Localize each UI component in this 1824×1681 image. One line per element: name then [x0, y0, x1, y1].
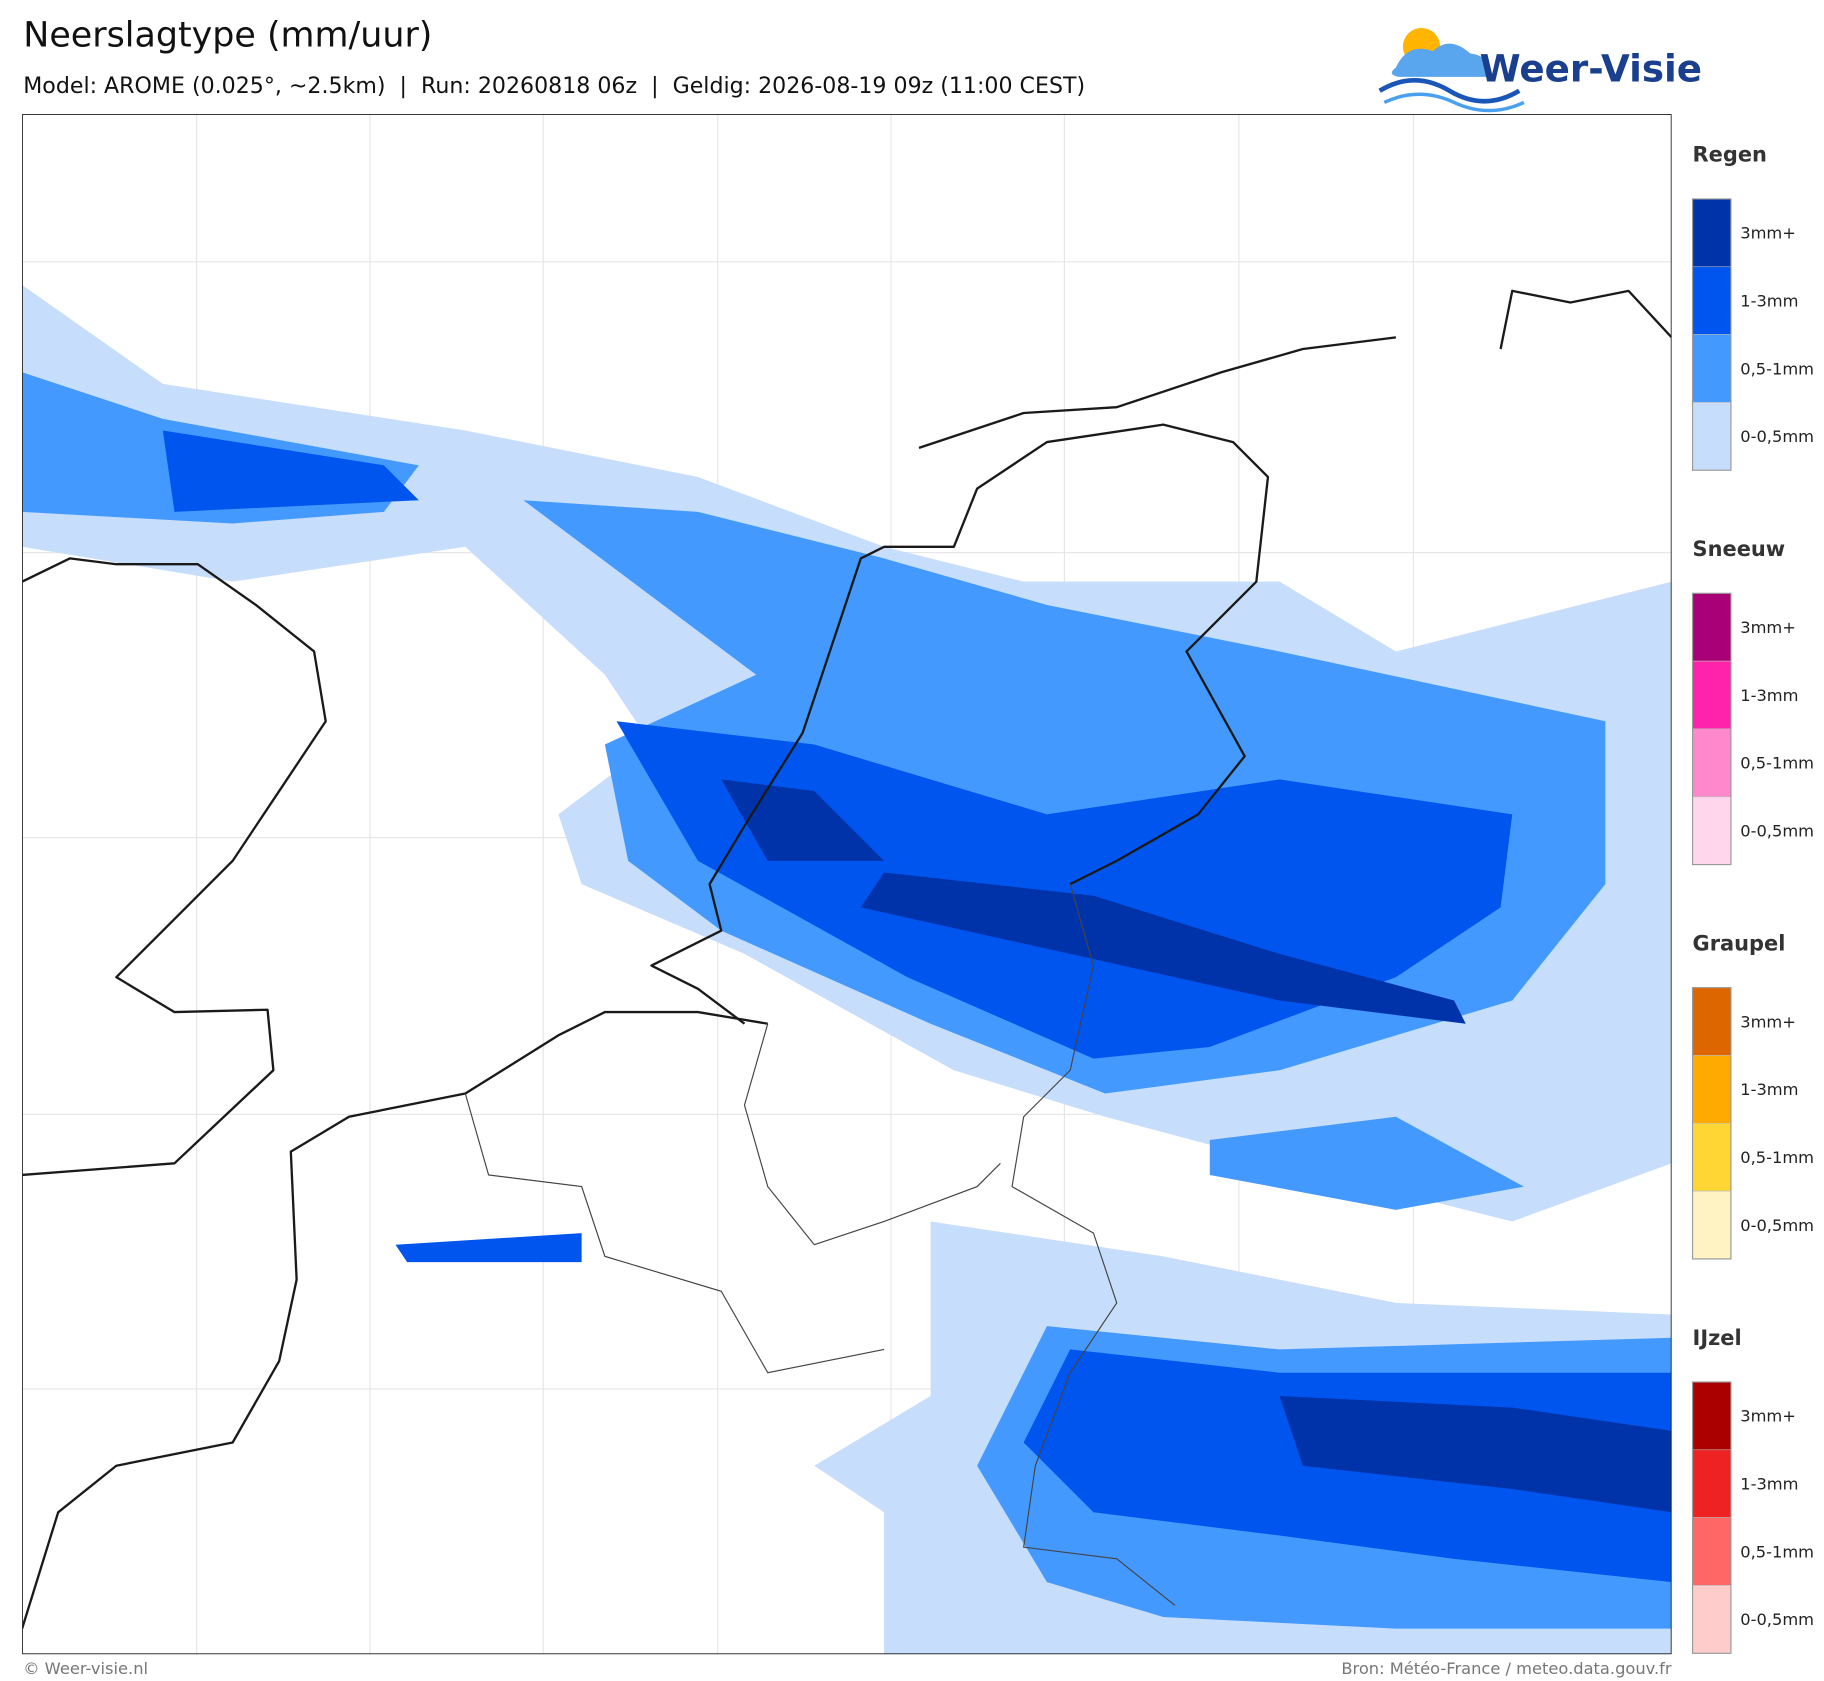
legend-frame	[1691, 987, 1732, 1260]
legend-label: 0-0,5mm	[1740, 1610, 1814, 1629]
legend-label: 1-3mm	[1740, 1080, 1798, 1099]
legend-label: 0,5-1mm	[1740, 754, 1814, 773]
legend-label: 0,5-1mm	[1740, 1148, 1814, 1167]
legend-label: 0-0,5mm	[1740, 821, 1814, 840]
legend-swatch	[1692, 1517, 1732, 1586]
legend-swatch	[1692, 198, 1732, 268]
legend-swatch	[1692, 1190, 1732, 1260]
legend-title: Regen	[1693, 143, 1767, 167]
legend-label: 3mm+	[1740, 618, 1796, 637]
logo-text: Weer-Visie	[1480, 46, 1702, 90]
legend-swatch	[1692, 334, 1732, 403]
legend-swatch	[1692, 660, 1732, 730]
logo: Weer-Visie	[1378, 27, 1702, 113]
footer-right: Bron: Météo-France / meteo.data.gouv.fr	[1341, 1659, 1672, 1678]
legend-label: 1-3mm	[1740, 292, 1798, 311]
subtitle: Model: AROME (0.025°, ~2.5km) | Run: 202…	[23, 73, 1085, 99]
map	[22, 114, 1672, 1655]
legend-swatch	[1692, 1449, 1732, 1518]
legend-swatch	[1692, 1055, 1732, 1124]
legend-swatch	[1692, 266, 1732, 335]
legend-label: 0,5-1mm	[1740, 359, 1814, 378]
coastlines	[22, 289, 1672, 1629]
legend-swatch	[1692, 1585, 1732, 1654]
legend-frame	[1691, 198, 1732, 471]
legend-label: 1-3mm	[1740, 1475, 1798, 1494]
legend-label: 3mm+	[1740, 1407, 1796, 1426]
legend-title: IJzel	[1693, 1326, 1742, 1350]
legend-swatch	[1692, 1122, 1732, 1192]
legend-frame	[1691, 592, 1732, 866]
legend: Regen 3mm+ 1-3mm 0,5-1mm 0-0,5mm Sneeuw 3mm+ 1-…	[1691, 143, 1814, 1654]
legend-label: 1-3mm	[1740, 686, 1798, 705]
legend-label: 0-0,5mm	[1740, 1216, 1814, 1235]
legend-swatch	[1692, 987, 1732, 1056]
legend-label: 3mm+	[1740, 1012, 1796, 1031]
precipitation	[22, 285, 1672, 1655]
legend-swatch	[1692, 728, 1732, 798]
legend-swatch	[1692, 1381, 1732, 1451]
legend-label: 3mm+	[1740, 224, 1796, 243]
legend-label: 0-0,5mm	[1740, 427, 1814, 446]
footer-left: © Weer-visie.nl	[23, 1659, 148, 1678]
legend-swatch	[1692, 796, 1732, 865]
legend-frame	[1691, 1381, 1732, 1654]
borders	[464, 883, 1176, 1606]
legend-swatch	[1692, 593, 1732, 662]
legend-title: Sneeuw	[1693, 537, 1786, 561]
legend-swatch	[1692, 402, 1732, 471]
title: Neerslagtype (mm/uur)	[23, 16, 432, 56]
legend-label: 0,5-1mm	[1740, 1542, 1814, 1561]
legend-title: Graupel	[1693, 931, 1786, 955]
